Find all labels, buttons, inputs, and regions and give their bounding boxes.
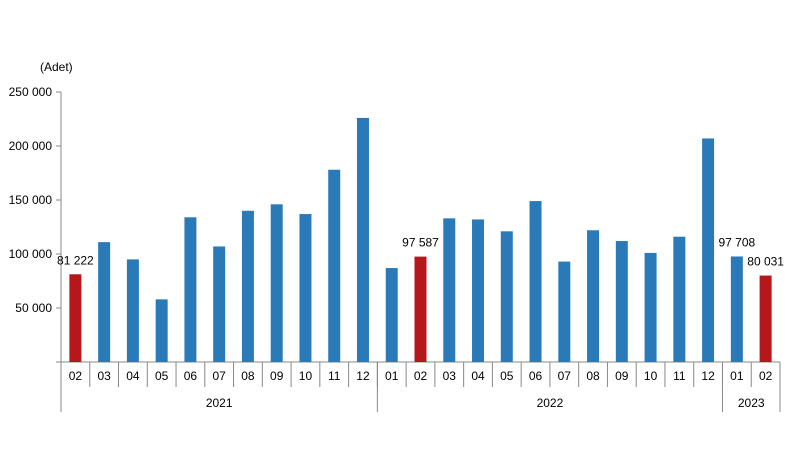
y-tick-label: 250 000 xyxy=(9,85,53,99)
x-tick-label: 12 xyxy=(701,369,715,383)
bar-5 xyxy=(213,246,226,362)
x-tick-label: 01 xyxy=(730,369,744,383)
x-tick-label: 03 xyxy=(97,369,111,383)
bar-14 xyxy=(472,219,485,362)
x-tick-label: 11 xyxy=(673,369,686,383)
bar-24 xyxy=(759,275,772,362)
bar-21 xyxy=(673,236,686,362)
bar-3 xyxy=(155,299,168,362)
data-label: 80 031 xyxy=(747,255,784,269)
x-tick-label: 01 xyxy=(385,369,399,383)
y-tick-label: 50 000 xyxy=(15,301,52,315)
bar-6 xyxy=(241,210,254,362)
data-label: 97 587 xyxy=(402,236,439,250)
x-tick-label: 08 xyxy=(586,369,600,383)
bar-13 xyxy=(443,218,456,362)
bar-19 xyxy=(615,241,628,362)
data-label: 81 222 xyxy=(57,253,94,267)
bar-18 xyxy=(587,230,600,362)
x-tick-label: 02 xyxy=(759,369,773,383)
x-tick-label: 04 xyxy=(471,369,485,383)
bar-17 xyxy=(558,261,571,362)
x-tick-label: 11 xyxy=(328,369,341,383)
bar-20 xyxy=(644,252,657,362)
x-tick-label: 07 xyxy=(558,369,572,383)
bar-10 xyxy=(356,117,369,362)
bar-23 xyxy=(730,256,743,362)
x-year-label: 2022 xyxy=(537,396,564,410)
y-tick-label: 100 000 xyxy=(9,247,53,261)
y-tick-label: 150 000 xyxy=(9,193,53,207)
bar-7 xyxy=(270,204,283,362)
x-tick-label: 06 xyxy=(529,369,543,383)
x-tick-label: 02 xyxy=(414,369,428,383)
x-year-label: 2023 xyxy=(738,396,765,410)
y-tick-label: 200 000 xyxy=(9,139,53,153)
x-tick-label: 09 xyxy=(270,369,284,383)
bar-0 xyxy=(69,274,82,362)
x-tick-label: 08 xyxy=(241,369,255,383)
x-tick-label: 02 xyxy=(69,369,83,383)
x-tick-label: 04 xyxy=(126,369,140,383)
bar-12 xyxy=(414,256,427,362)
x-year-label: 2021 xyxy=(206,396,233,410)
bar-2 xyxy=(126,259,139,362)
y-axis-unit-label: (Adet) xyxy=(40,60,73,74)
data-label: 97 708 xyxy=(719,235,756,249)
bar-16 xyxy=(529,201,542,362)
x-tick-label: 06 xyxy=(184,369,198,383)
bar-22 xyxy=(702,138,715,362)
x-tick-label: 05 xyxy=(500,369,514,383)
x-tick-label: 10 xyxy=(299,369,313,383)
x-tick-label: 12 xyxy=(356,369,370,383)
x-tick-label: 10 xyxy=(644,369,658,383)
bar-9 xyxy=(328,169,341,362)
bar-11 xyxy=(385,268,398,362)
x-tick-label: 07 xyxy=(213,369,227,383)
bar-15 xyxy=(500,231,513,362)
bar-4 xyxy=(184,217,197,362)
x-tick-label: 03 xyxy=(443,369,457,383)
bar-1 xyxy=(98,242,111,362)
x-tick-label: 05 xyxy=(155,369,169,383)
x-tick-label: 09 xyxy=(615,369,629,383)
bar-8 xyxy=(299,214,312,362)
